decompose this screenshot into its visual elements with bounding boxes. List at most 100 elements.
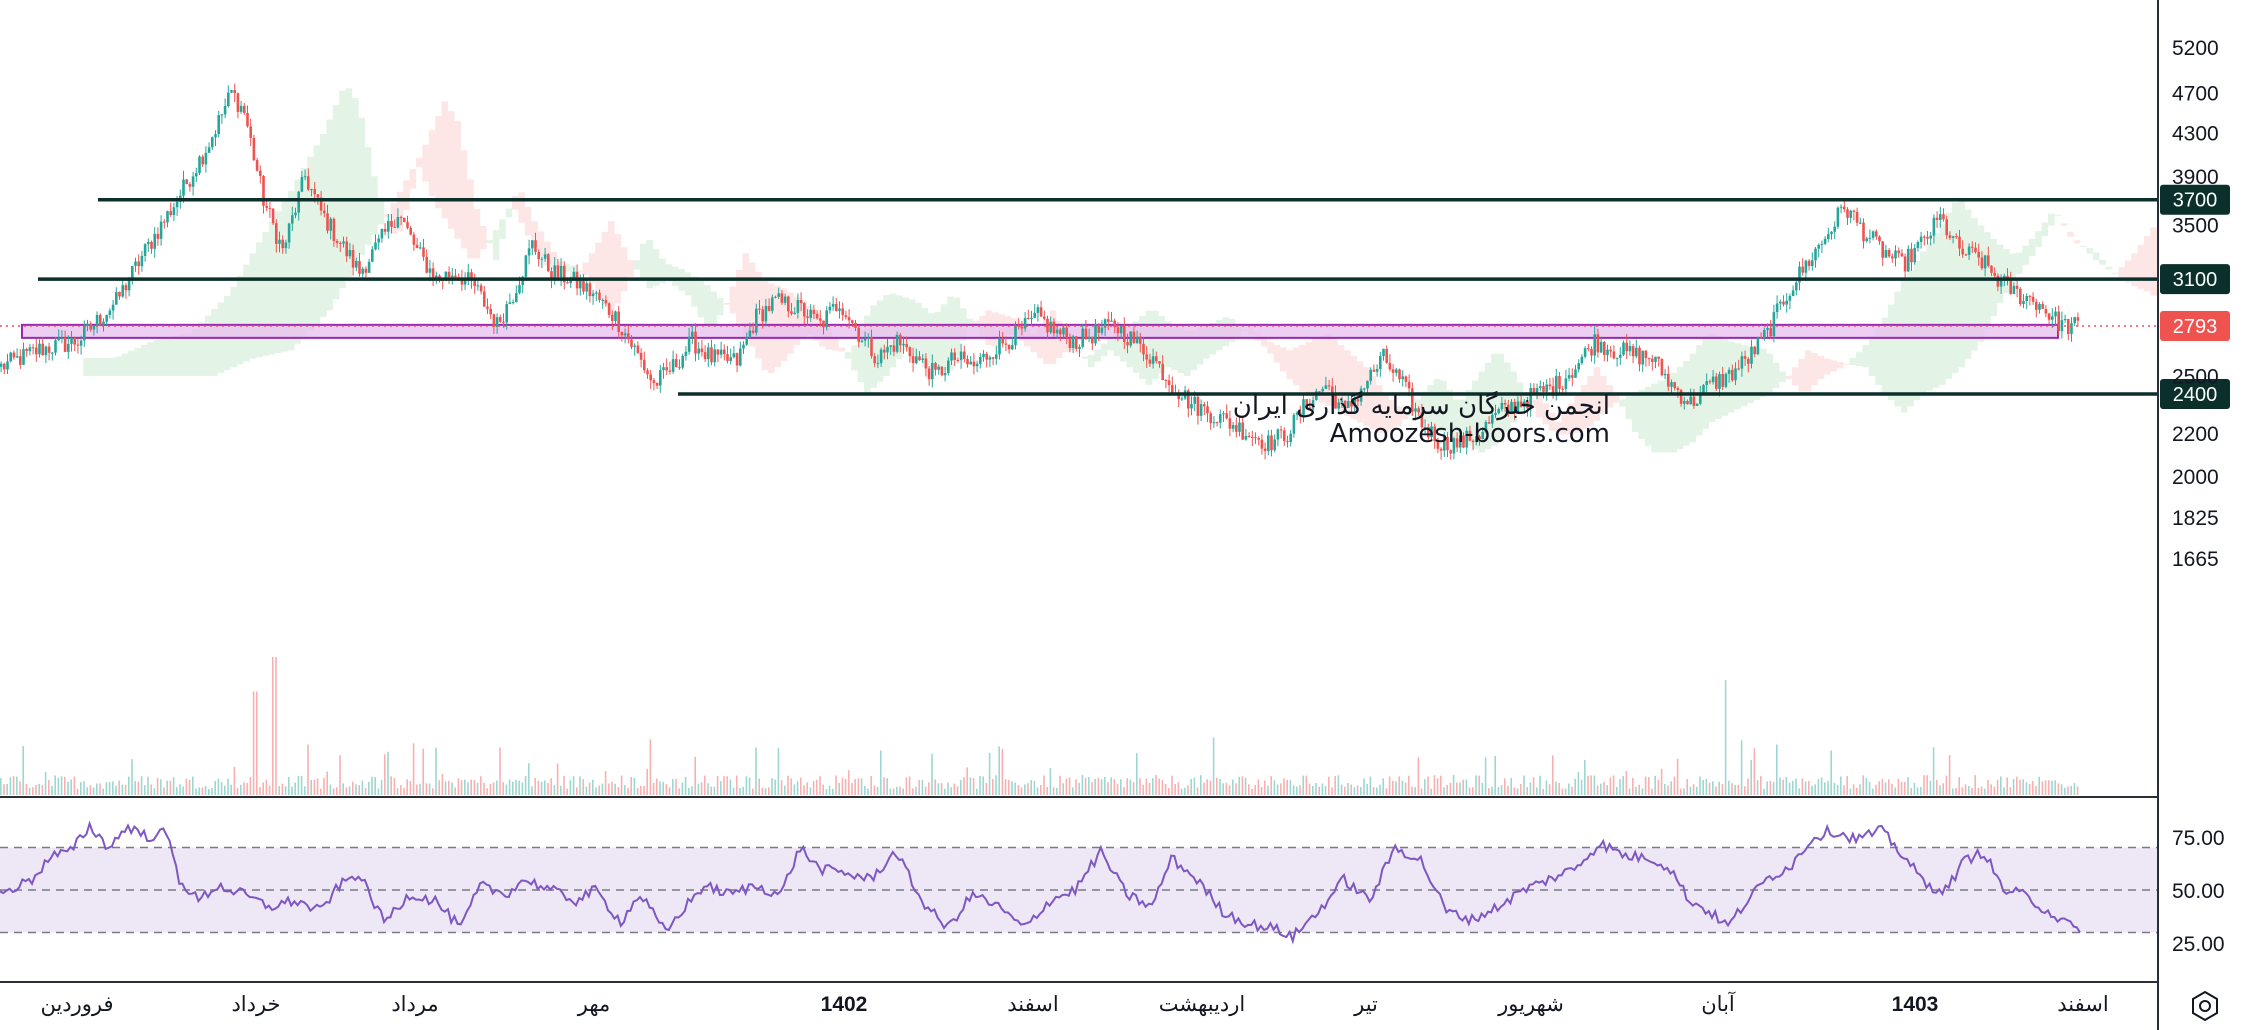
- volume-bar: [1488, 788, 1490, 795]
- volume-bar: [934, 779, 936, 795]
- volume-bar: [531, 786, 533, 795]
- volume-bar: [1673, 776, 1676, 795]
- volume-bar: [1072, 787, 1074, 795]
- candle: [1391, 364, 1395, 382]
- candle: [131, 265, 134, 285]
- cloud-segment: [1779, 371, 1786, 382]
- volume-bar: [1184, 787, 1186, 795]
- cloud-segment: [1888, 304, 1895, 401]
- candle: [892, 338, 896, 357]
- candle: [1974, 242, 1977, 254]
- cloud-segment: [614, 234, 621, 304]
- volume-bar: [880, 750, 882, 795]
- candle: [1241, 416, 1244, 441]
- candle: [975, 360, 979, 373]
- cloud-segment: [1734, 343, 1741, 410]
- cloud-segment: [563, 264, 570, 272]
- candle: [147, 238, 150, 252]
- volume-bar: [1523, 775, 1525, 795]
- cloud-segment: [1280, 347, 1287, 372]
- candle: [2035, 298, 2038, 318]
- settings-icon[interactable]: [2192, 990, 2218, 1022]
- volume-bar: [35, 784, 37, 795]
- candle: [1167, 374, 1171, 393]
- volume-bar: [1251, 788, 1253, 795]
- volume-bar: [995, 775, 997, 795]
- candle: [1126, 333, 1129, 354]
- volume-bar: [1372, 787, 1375, 795]
- candle: [668, 361, 672, 375]
- candle: [233, 83, 236, 103]
- cloud-segment: [345, 88, 353, 277]
- volume-bar: [1187, 785, 1189, 795]
- candle: [2012, 282, 2016, 295]
- volume-bar: [1718, 781, 1720, 795]
- candle: [1004, 336, 1008, 352]
- candle: [1247, 432, 1251, 438]
- volume-bar: [1382, 778, 1384, 795]
- candle: [1539, 380, 1542, 392]
- cloud-segment: [352, 98, 359, 266]
- candle: [1254, 432, 1257, 444]
- cloud-segment: [288, 190, 295, 351]
- volume-bar: [19, 781, 21, 795]
- volume-bar: [1616, 786, 1618, 795]
- candle: [243, 102, 246, 116]
- support-zone: [21, 323, 2059, 339]
- volume-bar: [1590, 775, 1592, 795]
- candle: [1708, 379, 1712, 385]
- volume-bar: [966, 767, 968, 795]
- candle: [1327, 380, 1331, 391]
- volume-bar: [854, 779, 856, 795]
- cloud-segment: [2137, 244, 2145, 289]
- candle: [1427, 423, 1430, 441]
- cloud-segment: [1036, 326, 1044, 359]
- price-tick-label: 4700: [2172, 82, 2219, 105]
- candle: [1641, 350, 1644, 373]
- candle: [2067, 318, 2070, 341]
- cloud-segment: [1376, 384, 1383, 433]
- candle: [1235, 417, 1238, 438]
- candle: [1628, 340, 1632, 356]
- volume-bar: [944, 788, 946, 795]
- candle: [1766, 323, 1769, 338]
- candle: [1919, 231, 1923, 249]
- candle: [12, 350, 16, 360]
- candle: [2022, 294, 2025, 309]
- cloud-segment: [1625, 396, 1633, 420]
- candle: [2073, 316, 2076, 327]
- candle: [367, 258, 371, 274]
- cloud-segment: [1120, 330, 1127, 362]
- volume-bar: [1958, 777, 1960, 795]
- cloud-segment: [147, 342, 154, 376]
- candle: [1718, 371, 1721, 397]
- candle: [374, 234, 377, 251]
- candle: [691, 324, 694, 345]
- candle: [1820, 240, 1824, 253]
- candle: [607, 302, 611, 319]
- volume-bar: [1929, 780, 1932, 795]
- candle: [1123, 317, 1126, 350]
- candle: [1059, 328, 1062, 342]
- candle: [143, 243, 147, 262]
- volume-bar: [563, 775, 565, 795]
- cloud-segment: [172, 335, 180, 376]
- candle: [467, 263, 470, 286]
- candle: [1964, 253, 1968, 257]
- candle: [1299, 405, 1302, 424]
- candle: [1347, 394, 1350, 409]
- volume-bar: [1398, 776, 1400, 795]
- candle: [1433, 423, 1436, 449]
- cloud-segment: [2131, 253, 2138, 287]
- candle: [649, 369, 652, 390]
- time-axis[interactable]: فروردین خرداد مرداد مهر 1402 اسفند اردیبهشت تیر…: [40, 990, 2108, 1017]
- candle: [1142, 336, 1145, 362]
- volume-bar: [1001, 748, 1004, 795]
- volume-bar: [1084, 777, 1087, 795]
- volume-bar: [886, 778, 888, 795]
- volume-bar: [412, 743, 415, 795]
- candle: [790, 302, 793, 316]
